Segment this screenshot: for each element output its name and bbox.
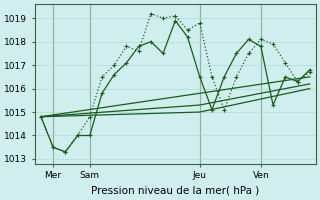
X-axis label: Pression niveau de la mer( hPa ): Pression niveau de la mer( hPa ) [91,186,260,196]
